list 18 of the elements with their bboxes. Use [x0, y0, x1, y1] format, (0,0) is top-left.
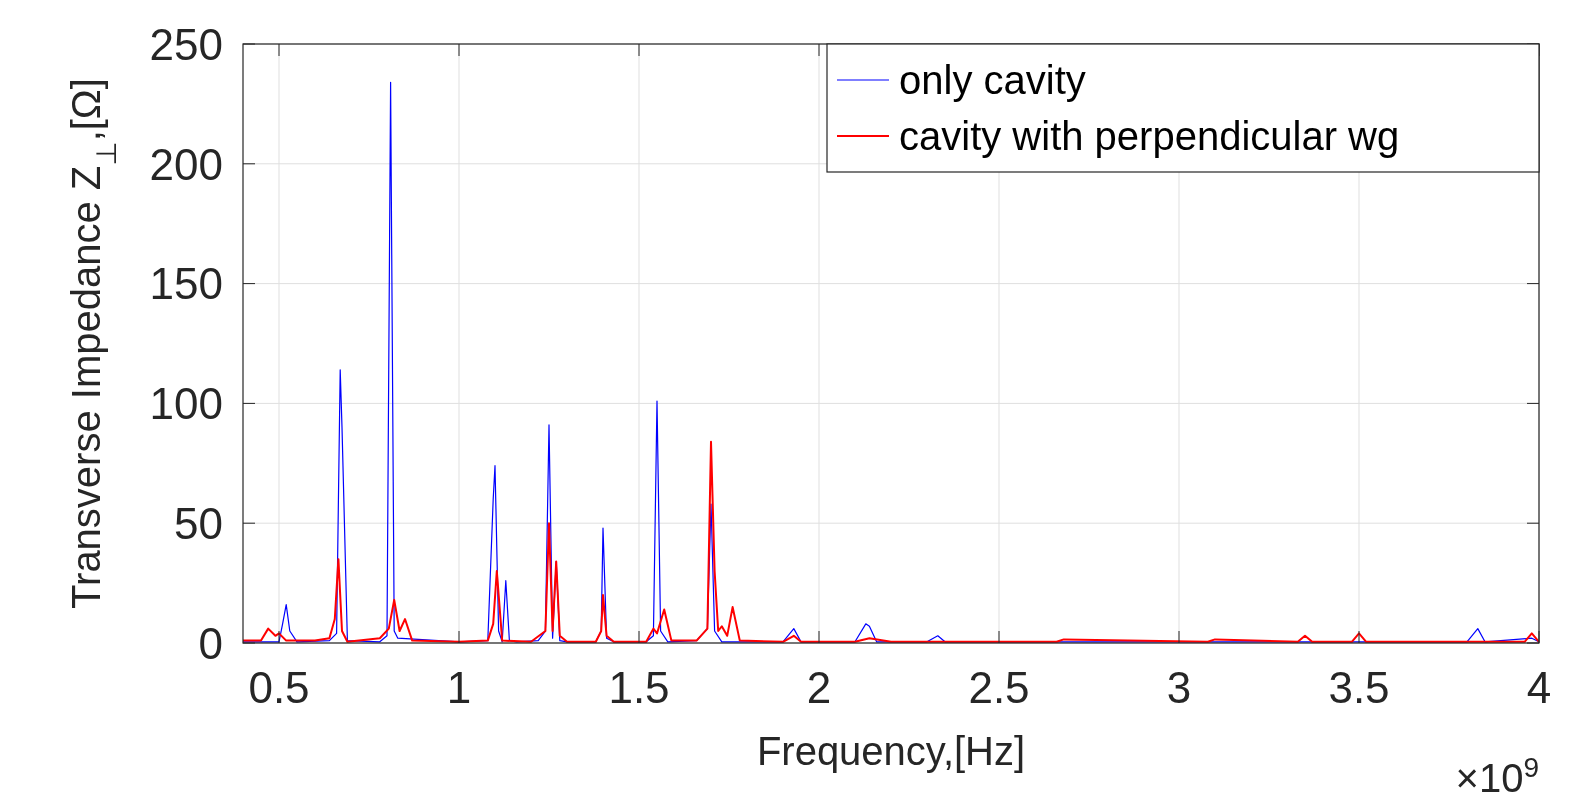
- x-axis-title: Frequency,[Hz]: [756, 729, 1026, 773]
- x-tick-label: 2.5: [968, 663, 1030, 712]
- y-tick-label: 250: [149, 19, 223, 69]
- x-tick-label: 3: [1166, 663, 1192, 712]
- x-tick-label: 1: [446, 663, 472, 712]
- y-tick-label: 100: [149, 379, 223, 429]
- y-tick-label: 0: [198, 618, 223, 668]
- x-tick-label: 1.5: [608, 663, 670, 712]
- y-tick-label: 150: [149, 259, 223, 309]
- y-tick-label: 50: [174, 499, 223, 549]
- x-tick-label: 4: [1526, 663, 1552, 712]
- x-tick-label: 3.5: [1328, 663, 1390, 712]
- legend-label: only cavity: [899, 58, 1086, 103]
- y-tick-label: 200: [149, 139, 223, 189]
- x-tick-label: 0.5: [248, 663, 310, 712]
- text: ×10$^{9}$: [1455, 751, 1539, 800]
- legend-label: cavity with perpendicular wg: [899, 114, 1400, 159]
- x-tick-label: 2: [806, 663, 832, 712]
